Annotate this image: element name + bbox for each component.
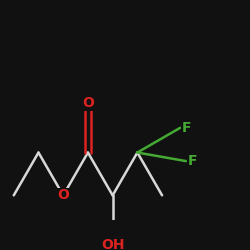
Text: O: O [57,188,69,202]
Text: O: O [82,96,94,110]
Text: OH: OH [101,238,124,250]
Text: F: F [182,121,191,135]
Text: F: F [188,154,197,168]
